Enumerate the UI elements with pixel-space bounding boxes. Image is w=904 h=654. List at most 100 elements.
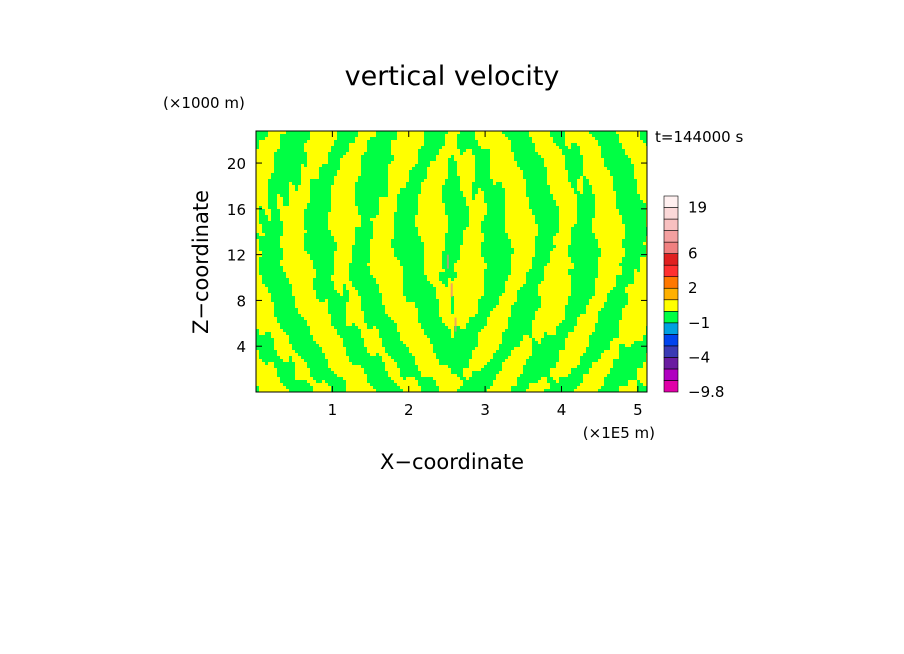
field-cell: [493, 182, 496, 185]
field-cell: [640, 197, 647, 200]
field-cell: [292, 359, 304, 362]
field-cell: [421, 188, 442, 191]
field-cell: [502, 362, 526, 365]
field-cell: [640, 380, 647, 383]
field-cell: [550, 191, 574, 194]
field-cell: [331, 185, 355, 188]
field-cell: [538, 290, 571, 293]
field-cell: [283, 359, 289, 362]
field-cell: [334, 236, 355, 239]
field-cell: [625, 305, 647, 308]
field-cell: [508, 275, 526, 278]
field-cell: [322, 347, 346, 350]
field-cell: [388, 179, 409, 182]
field-cell: [556, 233, 571, 236]
field-cell: [595, 203, 616, 206]
colorbar-label: −4: [688, 348, 710, 366]
field-cell: [340, 164, 361, 167]
field-cell: [295, 377, 313, 380]
field-cell: [556, 200, 577, 203]
field-cell: [256, 197, 268, 200]
field-cell: [565, 344, 589, 347]
field-cell: [490, 158, 514, 161]
field-cell: [379, 200, 397, 203]
field-cell: [346, 308, 361, 311]
field-cell: [505, 227, 538, 230]
field-cell: [535, 314, 565, 317]
field-cell: [346, 314, 364, 317]
field-cell: [505, 203, 529, 206]
field-cell: [274, 341, 289, 344]
field-cell: [505, 197, 529, 200]
field-cell: [256, 362, 265, 365]
field-cell: [415, 362, 439, 365]
field-cell: [505, 224, 538, 227]
field-cell: [424, 260, 442, 263]
field-cell: [628, 293, 647, 296]
field-cell: [304, 149, 331, 152]
field-cell: [475, 194, 484, 197]
x-tick-label: 5: [633, 401, 643, 419]
field-cell: [406, 377, 415, 380]
field-cell: [526, 389, 544, 392]
field-cell: [310, 329, 337, 332]
field-cell: [313, 389, 331, 392]
field-cell: [532, 332, 544, 335]
field-cell: [427, 176, 448, 179]
field-cell: [490, 149, 511, 152]
field-cell: [448, 326, 454, 329]
field-cell: [583, 374, 607, 377]
field-cell: [634, 164, 647, 167]
field-cell: [421, 185, 442, 188]
field-cell: [256, 356, 259, 359]
field-cell: [394, 158, 418, 161]
field-cell: [547, 173, 568, 176]
field-cell: [439, 308, 451, 311]
field-cell: [625, 152, 647, 155]
field-cell: [529, 134, 550, 137]
field-cell: [454, 278, 484, 281]
field-cell: [502, 293, 517, 296]
field-cell: [454, 266, 487, 269]
field-cell: [487, 320, 508, 323]
field-cell: [367, 347, 385, 350]
field-cell: [391, 377, 403, 380]
field-cell: [595, 209, 619, 212]
field-cell: [382, 356, 391, 359]
field-cell: [295, 299, 319, 302]
field-cell: [595, 284, 616, 287]
field-cell: [511, 239, 535, 242]
field-cell: [346, 320, 364, 323]
colorbar-swatch: [663, 310, 679, 324]
field-cell: [358, 326, 367, 329]
field-cell: [385, 311, 418, 314]
field-cell: [373, 275, 403, 278]
field-cell: [583, 161, 604, 164]
field-cell: [550, 251, 568, 254]
field-cell: [586, 176, 613, 179]
field-cell: [553, 194, 577, 197]
field-cell: [556, 365, 577, 368]
field-cell: [313, 338, 343, 341]
field-cell: [256, 371, 277, 374]
field-cell: [460, 245, 481, 248]
field-cell: [565, 131, 589, 134]
field-cell: [424, 266, 442, 269]
field-cell: [325, 356, 349, 359]
field-cell: [511, 257, 532, 260]
field-cell: [637, 182, 647, 185]
field-cell: [568, 146, 571, 149]
field-cell: [409, 350, 433, 353]
field-cell: [436, 383, 463, 386]
field-cell: [583, 158, 604, 161]
field-cell: [598, 269, 622, 272]
field-cell: [541, 305, 565, 308]
field-cell: [268, 362, 274, 365]
field-cell: [295, 305, 328, 308]
field-cell: [544, 266, 574, 269]
field-cell: [598, 239, 622, 242]
field-cell: [448, 284, 484, 287]
field-cell: [364, 338, 382, 341]
field-cell: [547, 332, 556, 335]
field-cell: [301, 314, 331, 317]
